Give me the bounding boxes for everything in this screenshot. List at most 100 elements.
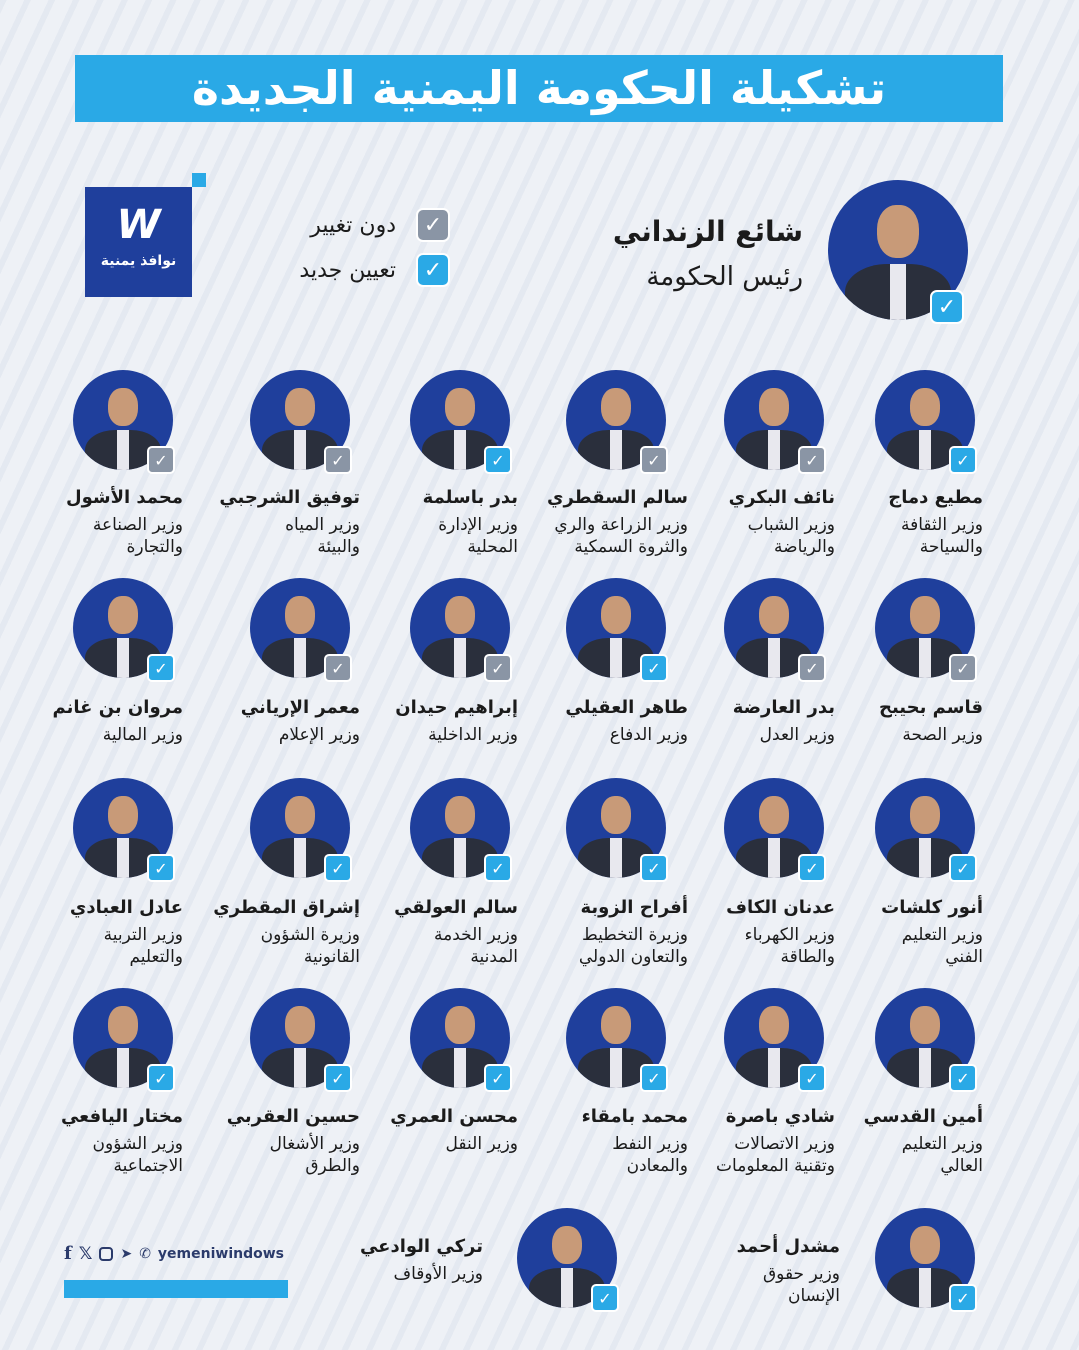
role-line: والبيئة	[317, 537, 360, 557]
minister-role: وزير الإدارة المحلية	[338, 514, 518, 558]
x-icon[interactable]: 𝕏	[78, 1243, 93, 1264]
minister-photo	[73, 578, 173, 678]
minister-name: مطيع دماج	[888, 487, 983, 508]
logo-text: نوافذ يمنية	[100, 253, 177, 269]
role-line: وزير الأوقاف	[393, 1264, 484, 1284]
minister-role: وزير العدل	[655, 724, 835, 746]
minister-role: وزير المالية	[3, 724, 183, 746]
minister-card: شادي باصرة وزير الاتصالات وتقنية المعلومات	[655, 1105, 835, 1177]
role-line: وزير الشؤون	[92, 1134, 183, 1154]
role-line: الاجتماعية	[113, 1156, 183, 1176]
role-line: وتقنية المعلومات	[716, 1156, 835, 1176]
minister-name: نائف البكري	[728, 487, 835, 508]
role-line: والطاقة	[780, 947, 835, 967]
role-line: وزير الإدارة	[438, 515, 518, 535]
minister-role: وزير الأوقاف	[303, 1263, 484, 1285]
minister-name: مختار اليافعي	[60, 1106, 183, 1127]
instagram-icon[interactable]	[99, 1246, 114, 1261]
minister-name: معمر الإرياني	[240, 697, 360, 718]
minister-role: وزير الخدمة المدنية	[338, 924, 518, 968]
minister-card: طاهر العقيلي وزير الدفاع	[508, 696, 688, 746]
minister-photo	[566, 988, 666, 1088]
minister-name: شادي باصرة	[725, 1106, 835, 1127]
minister-card: حسين العقربي وزير الأشغال والطرق	[180, 1105, 360, 1177]
minister-card: مشدل أحمد وزير حقوق الإنسان	[660, 1235, 840, 1307]
role-line: وزير العدل	[759, 725, 835, 745]
minister-role: وزير الداخلية	[338, 724, 518, 746]
minister-card: سالم العولقي وزير الخدمة المدنية	[338, 896, 518, 968]
check-icon: ✓	[798, 854, 826, 882]
minister-role: وزير الدفاع	[508, 724, 688, 746]
minister-card: إشراق المقطري وزيرة الشؤون القانونية	[180, 896, 360, 968]
check-icon: ✓	[640, 854, 668, 882]
prime-minister-name: شائع الزنداني	[612, 215, 803, 248]
minister-name: بدر باسلمة	[422, 487, 518, 508]
minister-role: وزير الصناعة والتجارة	[3, 514, 183, 558]
minister-card: توفيق الشرجبي وزير المياه والبيئة	[180, 486, 360, 558]
minister-role: وزير الشؤون الاجتماعية	[3, 1133, 183, 1177]
check-icon: ✓	[930, 290, 964, 324]
role-line: والثروة السمكية	[574, 537, 688, 557]
minister-role: وزير النقل	[338, 1133, 518, 1155]
role-line: المدنية	[470, 947, 518, 967]
minister-card: أمين القدسي وزير التعليم العالي	[803, 1105, 983, 1177]
minister-role: وزير الكهرباء والطاقة	[655, 924, 835, 968]
check-icon: ✓	[324, 1064, 352, 1092]
minister-role: وزير الزراعة والري والثروة السمكية	[508, 514, 688, 558]
role-line: وزير المالية	[102, 725, 183, 745]
role-line: وزير الصناعة	[92, 515, 183, 535]
minister-card: إبراهيم حيدان وزير الداخلية	[338, 696, 518, 746]
minister-name: أمين القدسي	[863, 1106, 983, 1127]
role-line: وزير الدفاع	[609, 725, 688, 745]
check-icon: ✓	[798, 446, 826, 474]
check-icon: ✓	[640, 654, 668, 682]
minister-card: نائف البكري وزير الشباب والرياضة	[655, 486, 835, 558]
role-line: وزير حقوق	[762, 1264, 840, 1284]
legend-new: ✓ تعيين جديد	[299, 253, 450, 287]
check-icon: ✓	[949, 1064, 977, 1092]
minister-name: مشدل أحمد	[736, 1236, 840, 1257]
check-icon: ✓	[949, 1284, 977, 1312]
check-icon: ✓	[949, 854, 977, 882]
role-line: المحلية	[467, 537, 518, 557]
footer-bar	[64, 1280, 288, 1298]
check-icon: ✓	[484, 1064, 512, 1092]
minister-role: وزير النفط والمعادن	[508, 1133, 688, 1177]
prime-minister-photo	[828, 180, 968, 320]
logo: W نوافذ يمنية	[85, 187, 192, 297]
social-handle[interactable]: yemeniwindows	[157, 1245, 284, 1262]
minister-role: وزير الاتصالات وتقنية المعلومات	[655, 1133, 835, 1177]
logo-mark: W	[116, 202, 161, 248]
minister-name: أفراح الزوبة	[580, 897, 688, 918]
role-line: وزير الشباب	[747, 515, 835, 535]
minister-card: محمد الأشول وزير الصناعة والتجارة	[3, 486, 183, 558]
minister-role: وزير الشباب والرياضة	[655, 514, 835, 558]
whatsapp-icon[interactable]: ✆	[139, 1245, 151, 1262]
minister-role: وزيرة الشؤون القانونية	[180, 924, 360, 968]
minister-card: مروان بن غانم وزير المالية	[3, 696, 183, 746]
minister-card: مختار اليافعي وزير الشؤون الاجتماعية	[3, 1105, 183, 1177]
minister-name: سالم السقطري	[546, 487, 688, 508]
check-icon: ✓	[147, 446, 175, 474]
minister-name: أنور كلشات	[881, 897, 983, 918]
role-line: والطرق	[305, 1156, 360, 1176]
check-icon: ✓	[591, 1284, 619, 1312]
minister-role: وزير التعليم العالي	[803, 1133, 983, 1177]
role-line: وزير الثقافة	[901, 515, 983, 535]
telegram-icon[interactable]: ➤	[120, 1245, 133, 1262]
facebook-icon[interactable]: f	[64, 1243, 72, 1264]
role-line: وزير المياه	[285, 515, 360, 535]
social-links: f 𝕏 ➤ ✆ yemeniwindows	[64, 1243, 284, 1264]
minister-role: وزير التربية والتعليم	[3, 924, 183, 968]
minister-card: تركي الوادعي وزير الأوقاف	[303, 1235, 483, 1285]
check-icon: ✓	[484, 446, 512, 474]
check-icon: ✓	[324, 854, 352, 882]
logo-accent	[192, 173, 206, 187]
minister-name: قاسم بحيبح	[878, 697, 983, 718]
minister-name: سالم العولقي	[394, 897, 518, 918]
prime-minister-role: رئيس الحكومة	[646, 262, 803, 292]
role-line: وزير الاتصالات	[734, 1134, 835, 1154]
check-icon: ✓	[640, 446, 668, 474]
minister-name: محمد الأشول	[65, 487, 183, 508]
page-title: تشكيلة الحكومة اليمنية الجديدة	[75, 55, 1003, 122]
